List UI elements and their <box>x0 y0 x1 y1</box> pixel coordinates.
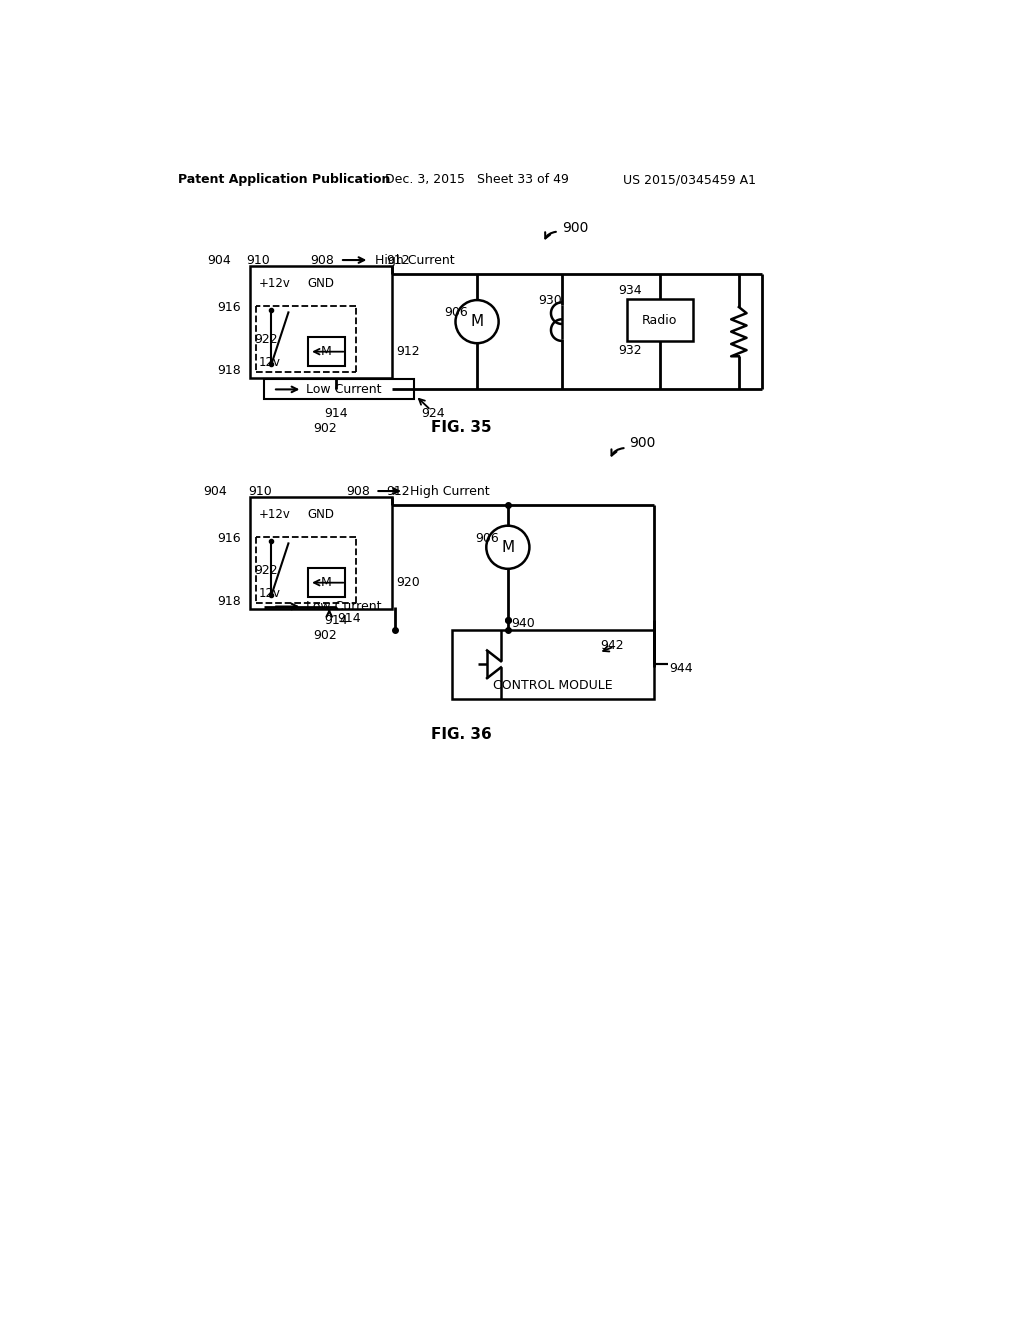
Text: Radio: Radio <box>642 314 677 326</box>
Text: 910: 910 <box>249 484 272 498</box>
Text: GND: GND <box>307 508 335 520</box>
Text: 934: 934 <box>617 284 642 297</box>
Text: Patent Application Publication: Patent Application Publication <box>178 173 391 186</box>
Text: 12v: 12v <box>259 587 282 601</box>
Text: 912: 912 <box>396 345 420 358</box>
Circle shape <box>486 525 529 569</box>
Text: 914: 914 <box>337 611 360 624</box>
Text: 12v: 12v <box>259 356 282 370</box>
Text: 922: 922 <box>254 564 278 577</box>
Text: 940: 940 <box>512 616 536 630</box>
Text: 908: 908 <box>346 484 370 498</box>
Text: M: M <box>470 314 483 329</box>
Text: 918: 918 <box>217 594 242 607</box>
Text: 904: 904 <box>204 484 227 498</box>
Text: 904: 904 <box>208 253 231 267</box>
Text: +12v: +12v <box>259 508 291 520</box>
Text: +12v: +12v <box>259 277 291 289</box>
Text: 932: 932 <box>617 343 642 356</box>
Bar <box>628 298 692 341</box>
Text: 924: 924 <box>422 407 445 420</box>
Text: 900: 900 <box>630 437 656 450</box>
Text: 906: 906 <box>444 306 468 319</box>
Text: High Current: High Current <box>410 484 489 498</box>
Text: 942: 942 <box>600 639 624 652</box>
Text: 914: 914 <box>325 407 348 420</box>
Text: FIG. 36: FIG. 36 <box>431 727 493 742</box>
Text: Low Current: Low Current <box>306 383 382 396</box>
Text: 944: 944 <box>670 661 693 675</box>
Bar <box>307 568 345 598</box>
Text: 912: 912 <box>386 253 410 267</box>
Circle shape <box>456 300 499 343</box>
Text: M: M <box>321 345 332 358</box>
Text: 910: 910 <box>246 253 269 267</box>
Text: M: M <box>321 576 332 589</box>
Text: 902: 902 <box>313 422 337 436</box>
Text: 900: 900 <box>562 220 588 235</box>
Text: 906: 906 <box>475 532 499 545</box>
Text: M: M <box>502 540 514 554</box>
Text: 916: 916 <box>217 532 242 545</box>
Bar <box>453 630 654 700</box>
Text: 908: 908 <box>310 253 334 267</box>
Bar <box>250 267 392 378</box>
Text: 916: 916 <box>217 301 242 314</box>
Text: 902: 902 <box>313 630 337 643</box>
Text: 912: 912 <box>386 484 410 498</box>
Text: FIG. 35: FIG. 35 <box>431 420 492 436</box>
Text: GND: GND <box>307 277 335 289</box>
Text: US 2015/0345459 A1: US 2015/0345459 A1 <box>624 173 757 186</box>
Text: Low Current: Low Current <box>306 601 382 612</box>
Text: 930: 930 <box>539 293 562 306</box>
Bar <box>264 379 414 400</box>
Text: 914: 914 <box>325 614 348 627</box>
Text: 922: 922 <box>254 333 278 346</box>
Bar <box>250 498 392 609</box>
Text: Dec. 3, 2015   Sheet 33 of 49: Dec. 3, 2015 Sheet 33 of 49 <box>385 173 568 186</box>
Text: CONTROL MODULE: CONTROL MODULE <box>494 678 613 692</box>
Text: High Current: High Current <box>376 253 455 267</box>
Text: 918: 918 <box>217 363 242 376</box>
Bar <box>307 337 345 367</box>
Text: 920: 920 <box>396 576 420 589</box>
